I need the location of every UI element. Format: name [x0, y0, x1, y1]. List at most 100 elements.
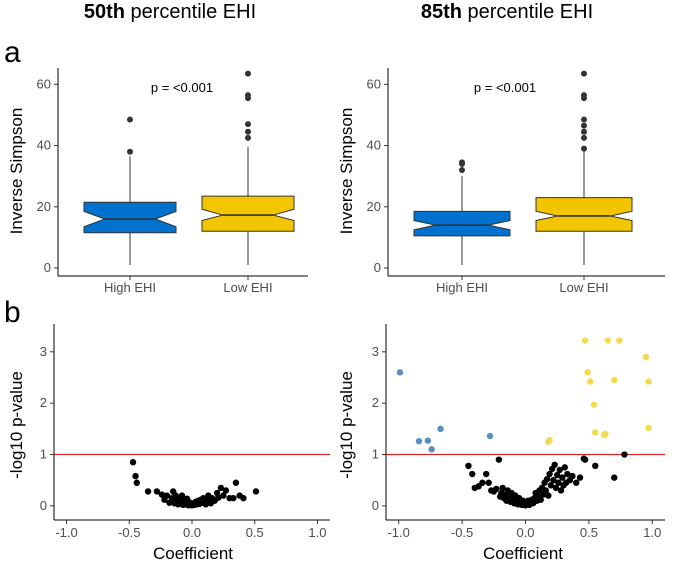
y-tick-label: 0	[40, 498, 47, 513]
data-point-nonsignificant	[482, 470, 490, 478]
x-tick-label: Low EHI	[223, 280, 272, 295]
x-tick-label: 1.0	[643, 525, 661, 540]
title-85th: 85th percentile EHI	[421, 1, 593, 23]
panel-label-b: b	[4, 296, 21, 329]
data-point-nonsignificant	[543, 475, 551, 483]
data-point-nonsignificant	[559, 474, 566, 481]
data-point-nonsignificant	[252, 488, 260, 495]
data-point-nonsignificant	[573, 479, 580, 486]
data-point-significant-low	[424, 437, 432, 444]
outlier-point	[581, 134, 587, 141]
x-tick-label: Low EHI	[559, 280, 608, 295]
x-tick-label: 0.0	[183, 525, 201, 540]
box-low-ehi	[535, 197, 633, 232]
data-point-nonsignificant	[158, 491, 166, 498]
data-point-nonsignificant	[592, 462, 599, 470]
outlier-point	[459, 167, 465, 174]
x-tick-label: High EHI	[104, 280, 156, 295]
data-point-nonsignificant	[557, 487, 565, 494]
y-tick-label: 2	[40, 395, 47, 410]
data-point-nonsignificant	[220, 492, 227, 499]
data-point-nonsignificant	[232, 479, 240, 486]
data-point-nonsignificant	[215, 494, 222, 501]
data-point-significant-high	[584, 369, 591, 376]
data-point-nonsignificant	[576, 474, 584, 481]
x-tick-label: -1.0	[55, 525, 77, 540]
data-point-significant-high	[546, 436, 553, 444]
data-point-nonsignificant	[178, 492, 186, 499]
data-point-significant-low	[396, 369, 404, 376]
data-point-nonsignificant	[132, 472, 139, 480]
outlier-point	[127, 148, 133, 155]
data-point-nonsignificant	[240, 494, 247, 502]
outlier-point	[245, 121, 251, 128]
outlier-point	[245, 70, 251, 77]
data-point-nonsignificant	[495, 456, 503, 463]
data-point-nonsignificant	[217, 484, 225, 492]
data-point-nonsignificant	[547, 482, 555, 489]
x-tick-label: -1.0	[387, 525, 409, 540]
data-point-nonsignificant	[554, 471, 561, 479]
data-point-nonsignificant	[556, 466, 563, 474]
panel-label-a: a	[4, 36, 21, 69]
data-point-nonsignificant	[537, 496, 544, 503]
data-point-nonsignificant	[144, 488, 152, 495]
data-point-significant-high	[586, 378, 594, 385]
x-tick-label: -0.5	[451, 525, 473, 540]
x-tick-label: 0.5	[580, 525, 598, 540]
data-point-significant-high	[645, 378, 652, 385]
data-point-nonsignificant	[499, 484, 506, 492]
x-axis-title: Coefficient	[483, 544, 563, 563]
y-tick-label: 0	[374, 260, 381, 275]
data-point-nonsignificant	[555, 479, 562, 486]
data-point-nonsignificant	[611, 474, 618, 481]
data-point-nonsignificant	[485, 479, 492, 486]
data-point-nonsignificant	[465, 462, 472, 470]
x-tick-label: High EHI	[436, 280, 488, 295]
outlier-point	[581, 116, 587, 123]
p-value-annotation: p = <0.001	[474, 80, 536, 95]
y-axis-title: -log10 p-value	[7, 371, 26, 479]
data-point-nonsignificant	[551, 461, 558, 468]
data-point-significant-high	[590, 401, 598, 408]
outlier-point	[581, 122, 587, 129]
data-point-significant-high	[581, 337, 589, 344]
y-tick-label: 20	[367, 199, 381, 214]
data-point-nonsignificant	[230, 494, 237, 502]
y-tick-label: 0	[372, 498, 379, 513]
data-point-nonsignificant	[546, 470, 553, 478]
data-point-nonsignificant	[493, 485, 500, 493]
data-point-nonsignificant	[153, 488, 161, 495]
x-tick-label: 0.5	[246, 525, 264, 540]
y-tick-label: 3	[372, 344, 379, 359]
data-point-significant-low	[415, 437, 423, 445]
outlier-point	[581, 92, 587, 99]
y-tick-label: 20	[37, 199, 51, 214]
y-tick-label: 40	[37, 138, 51, 153]
data-point-significant-high	[645, 424, 652, 432]
data-point-significant-high	[592, 429, 599, 436]
data-point-significant-low	[486, 432, 494, 440]
data-point-nonsignificant	[545, 492, 552, 499]
outlier-point	[581, 70, 587, 77]
data-point-significant-high	[616, 337, 623, 344]
outlier-point	[127, 116, 133, 123]
data-point-nonsignificant	[479, 479, 486, 486]
p-value-annotation: p = <0.001	[151, 80, 213, 95]
data-point-nonsignificant	[542, 487, 549, 494]
data-point-nonsignificant	[581, 456, 589, 463]
box-high-ehi	[413, 210, 511, 237]
volcano-plot-85th: -log10 p-value Coefficient 0 1 2 3 -1.0 -0.5 0…	[337, 324, 665, 563]
box-plot-50th: Inverse Simpson p = <0.001 High EHI Low …	[7, 68, 308, 295]
y-tick-label: 2	[372, 395, 379, 410]
title-50th: 50th percentile EHI	[84, 1, 256, 23]
data-point-significant-low	[428, 446, 435, 453]
y-tick-label: 60	[367, 76, 381, 91]
box-low-ehi	[201, 195, 295, 232]
y-tick-label: 60	[37, 76, 51, 91]
y-axis-title: Inverse Simpson	[7, 108, 26, 235]
volcano-plot-50th: -log10 p-value Coefficient 0 1 2 3 -1.0 -0.5 0…	[7, 324, 330, 563]
data-point-significant-high	[604, 337, 612, 344]
outlier-point	[581, 128, 587, 135]
